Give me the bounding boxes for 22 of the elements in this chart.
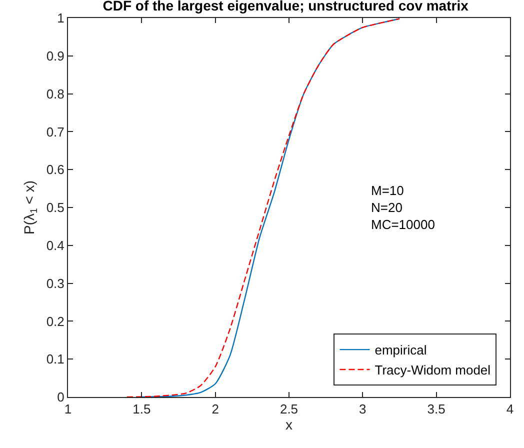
x-tick-label: 4	[506, 402, 514, 417]
y-tick-label: 0.9	[46, 48, 64, 64]
y-tick-label: 0.3	[46, 276, 64, 291]
y-tick-label: 0.2	[46, 314, 64, 329]
x-tick-label: 2	[212, 402, 219, 417]
legend-label: empirical	[374, 342, 427, 358]
annotation: M=10 N=20 MC=10000	[371, 183, 435, 232]
y-tick-label: 1	[57, 10, 64, 26]
x-tick-label: 2.5	[280, 402, 298, 417]
x-tick-label: 3.5	[427, 402, 446, 417]
y-tick-label: 0	[57, 390, 64, 405]
y-tick-label: 0.8	[46, 86, 64, 102]
y-tick-label: 0.4	[46, 238, 64, 253]
chart-title: CDF of the largest eigenvalue; unstructured cov matrix	[102, 0, 469, 14]
y-tick-label: 0.5	[46, 200, 64, 216]
x-tick-label: 1.5	[132, 402, 151, 417]
x-axis-title: x	[286, 416, 292, 433]
y-tick-label: 0.7	[46, 124, 64, 140]
x-tick-label: 3	[359, 402, 366, 417]
y-tick-label: 0.1	[46, 352, 64, 367]
legend-label: Tracy-Widom model	[374, 362, 491, 378]
y-tick-label: 0.6	[46, 162, 64, 178]
